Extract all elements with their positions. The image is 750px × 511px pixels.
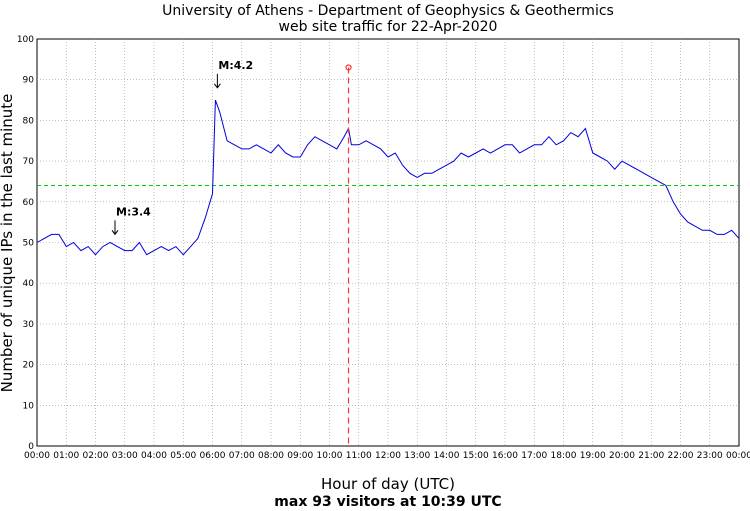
x-tick-label: 02:00 <box>83 451 109 461</box>
max-point <box>345 64 352 71</box>
series-layer <box>36 99 740 256</box>
x-tick-label: 22:00 <box>668 451 694 461</box>
x-tick-label: 17:00 <box>521 451 547 461</box>
x-tick-label: 20:00 <box>609 451 635 461</box>
y-tick-label: 80 <box>23 116 35 126</box>
x-tick-label: 09:00 <box>287 451 313 461</box>
series-line <box>36 99 740 256</box>
x-tick-label: 00:00 <box>24 451 50 461</box>
x-tick-label: 08:00 <box>258 451 284 461</box>
y-tick-label: 100 <box>17 35 34 45</box>
x-tick-label: 13:00 <box>404 451 430 461</box>
y-tick-label: 40 <box>23 279 35 289</box>
y-axis-ticks: 0 10 20 30 40 50 60 70 80 90 100 <box>17 35 34 452</box>
x-tick-label: 12:00 <box>375 451 401 461</box>
y-tick-label: 50 <box>23 239 35 249</box>
x-tick-label: 18:00 <box>551 451 577 461</box>
x-tick-label: 00:00 <box>726 451 750 461</box>
x-tick-label: 10:00 <box>317 451 343 461</box>
max-marker <box>345 64 352 446</box>
x-tick-label: 01:00 <box>53 451 79 461</box>
annotations: M:3.4 M:4.2 <box>111 59 253 236</box>
annotation-arrowhead <box>213 83 221 89</box>
y-tick-label: 0 <box>28 442 34 452</box>
annotation-label: M:3.4 <box>116 205 151 218</box>
y-tick-label: 30 <box>23 320 35 330</box>
y-tick-label: 10 <box>23 401 35 411</box>
x-tick-label: 11:00 <box>346 451 372 461</box>
y-tick-label: 60 <box>23 198 35 208</box>
annotation-label: M:4.2 <box>218 59 253 72</box>
x-tick-label: 07:00 <box>229 451 255 461</box>
annotation-arrowhead <box>111 230 119 236</box>
x-tick-label: 03:00 <box>112 451 138 461</box>
x-tick-label: 14:00 <box>434 451 460 461</box>
y-tick-label: 90 <box>23 76 35 86</box>
x-tick-label: 06:00 <box>200 451 226 461</box>
y-axis-label: Number of unique IPs in the last minute <box>0 94 16 393</box>
x-axis-label: Hour of day (UTC) <box>321 475 455 493</box>
chart-title: University of Athens - Department of Geo… <box>162 3 614 19</box>
max-summary: max 93 visitors at 10:39 UTC <box>274 494 501 510</box>
x-tick-label: 23:00 <box>697 451 723 461</box>
x-tick-label: 16:00 <box>492 451 518 461</box>
x-axis-ticks: 00:00 01:00 02:00 03:00 04:00 05:00 06:00 07:00… <box>24 451 750 461</box>
x-tick-label: 15:00 <box>463 451 489 461</box>
x-tick-label: 05:00 <box>170 451 196 461</box>
x-tick-label: 04:00 <box>141 451 167 461</box>
x-tick-label: 19:00 <box>580 451 606 461</box>
x-tick-label: 21:00 <box>638 451 664 461</box>
y-tick-label: 70 <box>23 157 35 167</box>
y-tick-label: 20 <box>23 361 35 371</box>
chart-subtitle: web site traffic for 22-Apr-2020 <box>279 19 498 35</box>
